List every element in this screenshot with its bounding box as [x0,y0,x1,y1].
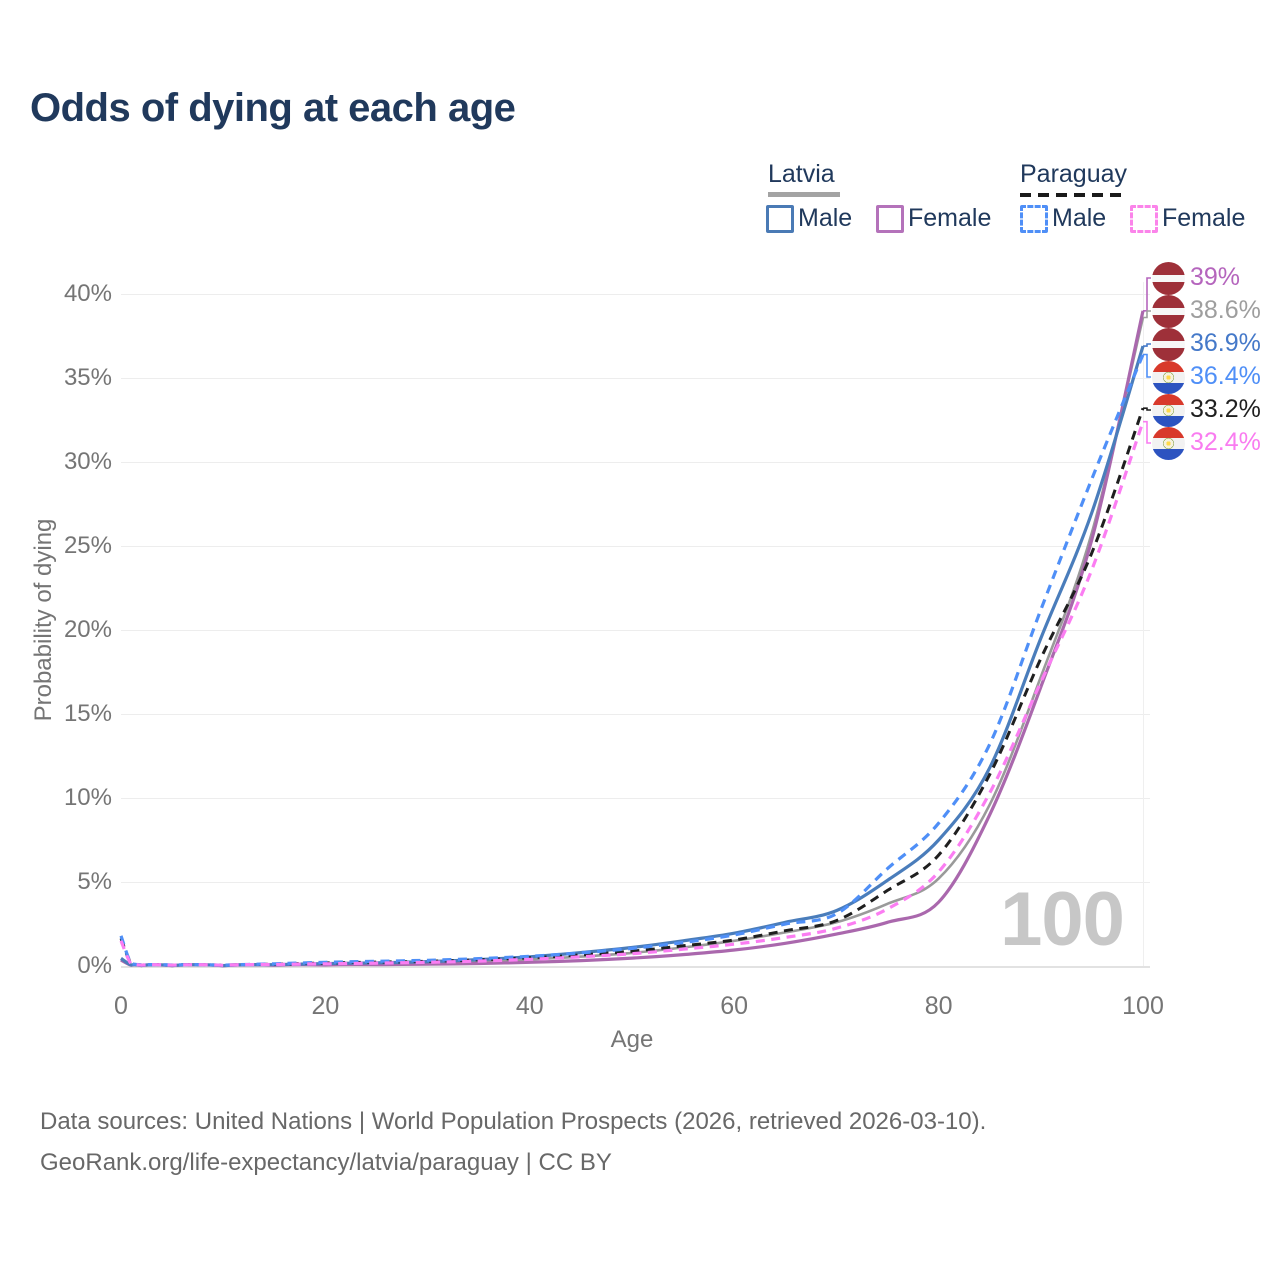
end-value-label: 33.2% [1190,395,1261,423]
latvia-male-swatch-icon [766,204,794,233]
legend-group-latvia: Latvia [768,160,840,197]
paraguay-emblem-icon [1163,404,1174,416]
y-tick-label: 35% [63,364,112,391]
x-axis-title: Age [610,1026,654,1053]
legend-paraguay-line-swatch [1020,193,1128,197]
legend-label: Male [1052,204,1107,232]
paraguay-female-swatch-icon [1130,204,1158,233]
x-tick-label: 40 [515,992,544,1020]
y-tick-label: 30% [63,448,112,475]
end-value-label: 39% [1190,263,1241,291]
paraguay-flag-icon [1152,393,1185,427]
plot-area[interactable] [121,260,1143,966]
legend-item-paraguay-male[interactable]: Male [1020,204,1106,233]
y-tick-label: 20% [63,616,112,643]
x-tick-label: 80 [924,992,953,1020]
latvia-flag-icon [1152,294,1185,328]
x-tick-label: 0 [114,992,128,1020]
gridline-y-0 [121,966,1150,968]
y-tick-label: 10% [63,784,112,811]
data-source-note: Data sources: United Nations | World Pop… [40,1108,987,1135]
y-tick-label: 25% [63,532,112,559]
legend-label: Female [908,204,992,232]
legend-latvia-line-swatch [768,192,840,197]
x-tick-label: 60 [720,992,749,1020]
y-tick-label: 15% [63,700,112,727]
paraguay-emblem-icon [1163,437,1174,449]
paraguay-male-swatch-icon [1020,204,1048,233]
legend-item-paraguay-female[interactable]: Female [1130,204,1245,233]
paraguay-flag-icon [1152,426,1185,460]
legend-group-paraguay: Paraguay [1020,160,1128,197]
legend-label: Male [798,204,853,232]
end-label-connector [1143,407,1151,411]
gridline-y-40 [121,294,1150,295]
end-value-label: 36.4% [1190,362,1261,390]
attribution-note: GeoRank.org/life-expectancy/latvia/parag… [40,1149,612,1176]
latvia-female-swatch-icon [876,204,904,233]
end-value-label: 38.6% [1190,296,1261,324]
paraguay-flag-icon [1152,360,1185,394]
end-label-connector [1143,310,1151,319]
end-label-connector [1143,343,1151,347]
end-label-connector [1143,353,1151,378]
x-tick-label: 100 [1122,992,1164,1020]
x-tick-label: 20 [311,992,340,1020]
legend-country-paraguay[interactable]: Paraguay [1020,160,1128,188]
legend-item-latvia-female[interactable]: Female [876,204,991,233]
y-tick-label: 0% [77,952,112,979]
paraguay-emblem-icon [1163,371,1174,383]
legend-country-latvia[interactable]: Latvia [768,160,835,188]
y-tick-label: 40% [63,280,112,307]
hover-age-line [1143,282,1144,966]
y-tick-label: 5% [77,868,112,895]
page-title: Odds of dying at each age [30,86,516,130]
legend-label: Female [1162,204,1246,232]
end-label-connector [1143,420,1151,444]
legend-item-latvia-male[interactable]: Male [766,204,852,233]
latvia-flag-icon [1152,327,1185,361]
end-value-label: 36.9% [1190,329,1261,357]
end-value-label: 32.4% [1190,428,1261,456]
latvia-flag-icon [1152,261,1185,295]
